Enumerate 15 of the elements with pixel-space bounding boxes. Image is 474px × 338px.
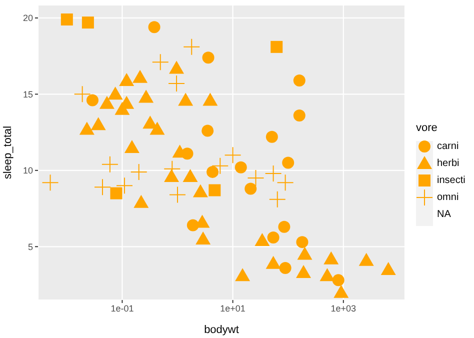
y-tick-label: 10 [22, 166, 33, 176]
x-tick-label: 1e+01 [220, 303, 246, 314]
y-tick-label: 5 [28, 242, 33, 252]
y-tick-label: 15 [22, 89, 33, 100]
legend-label: omni [437, 192, 459, 203]
x-tick-label: 1e-01 [110, 303, 134, 314]
legend-title: vore [416, 122, 438, 134]
x-axis-title: bodywt [204, 324, 239, 336]
y-axis-title: sleep_total [2, 126, 14, 180]
y-tick-label: 20 [22, 13, 33, 24]
legend-label: carni [437, 141, 459, 152]
legend-label: herbi [437, 158, 460, 169]
text: NA [437, 209, 451, 220]
x-tick-label: 1e+03 [330, 303, 356, 314]
legend-label: insecti [437, 175, 466, 186]
